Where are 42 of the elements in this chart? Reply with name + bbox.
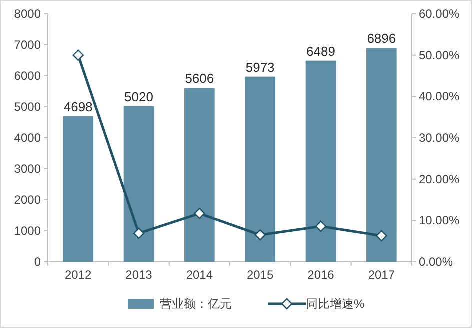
y-tick-label: 4000: [14, 131, 42, 145]
data-label: 6489: [306, 44, 336, 59]
x-tick-label: 2015: [246, 268, 274, 282]
point: [72, 50, 84, 61]
y2-tick-label: 30.00%: [419, 131, 460, 145]
bar: [124, 106, 154, 262]
x-tick-label: 2016: [308, 268, 335, 282]
x-tick-label: 2012: [64, 268, 92, 282]
bar: [366, 48, 397, 262]
bar: [245, 76, 276, 262]
bar: [306, 60, 336, 262]
y-tick-label: 6000: [14, 69, 42, 83]
y-tick-label: 3000: [14, 162, 42, 176]
data-label: 4698: [64, 99, 93, 114]
x-tick-label: 2017: [368, 268, 396, 282]
y2-tick-label: 0.00%: [419, 255, 454, 269]
y2-tick-label: 50.00%: [419, 48, 460, 62]
y-tick-label: 8000: [14, 7, 42, 21]
point: [254, 229, 266, 241]
point: [194, 208, 206, 220]
point: [315, 220, 327, 232]
y2-tick-label: 10.00%: [419, 214, 460, 228]
bar: [184, 88, 215, 262]
y-tick-label: 5000: [14, 100, 42, 114]
y2-tick-label: 20.00%: [419, 172, 460, 186]
data-label: 6896: [367, 31, 396, 46]
y2-tick-label: 60.00%: [419, 7, 460, 21]
x-tick-label: 2014: [186, 268, 214, 282]
data-label: 5606: [185, 71, 214, 86]
y-tick-label: 0: [34, 255, 42, 269]
legend-label: 营业额：亿元: [160, 297, 232, 311]
data-label: 5020: [124, 89, 154, 104]
y-tick-label: 1000: [14, 224, 42, 238]
y-tick-label: 7000: [14, 38, 42, 52]
point: [133, 228, 145, 240]
data-label: 5973: [246, 60, 275, 75]
x-tick-label: 2013: [126, 268, 153, 282]
point: [376, 230, 388, 242]
y2-tick-label: 40.00%: [419, 90, 460, 104]
y-tick-label: 2000: [14, 193, 42, 207]
legend-label: 同比增速%: [306, 297, 365, 311]
bar: [63, 116, 94, 262]
